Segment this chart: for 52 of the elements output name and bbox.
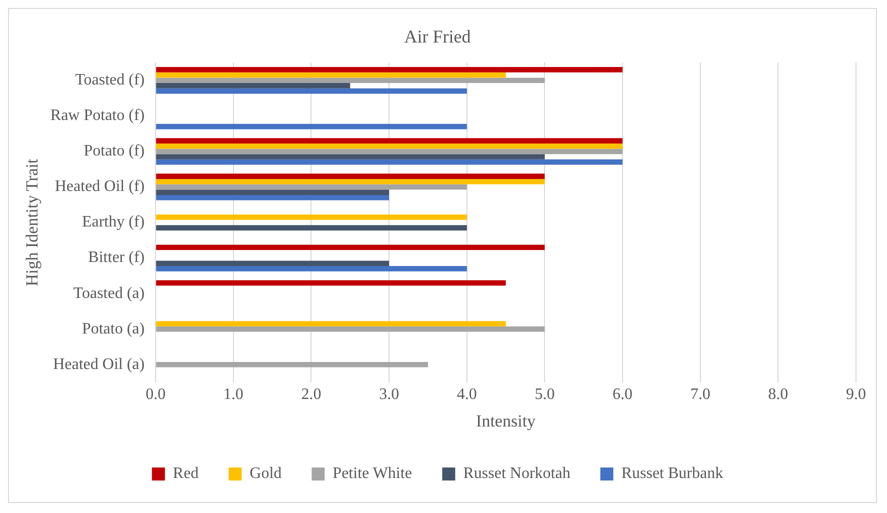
bar [156, 190, 390, 195]
bar [156, 174, 545, 179]
bar [156, 194, 390, 200]
bar [156, 326, 545, 332]
legend-label: Gold [250, 465, 282, 482]
y-tick-label: Raw Potato (f) [50, 107, 145, 124]
y-tick-label: Heated Oil (f) [54, 178, 145, 196]
bar [156, 244, 545, 250]
bar [156, 184, 467, 190]
x-tick-label: 4.0 [456, 386, 477, 404]
bar [156, 67, 623, 72]
x-tick-label: 1.0 [223, 386, 244, 404]
bar [156, 362, 428, 368]
y-axis-title: High Identity Trait [22, 158, 42, 286]
bar [156, 83, 350, 88]
bar [156, 124, 467, 130]
y-tick-label: Bitter (f) [88, 249, 145, 266]
x-tick-label: 6.0 [612, 386, 633, 404]
legend-label: Petite White [332, 465, 412, 482]
y-tick-label: Potato (a) [82, 320, 145, 338]
bar [156, 225, 467, 230]
y-tick-label: Heated Oil (a) [53, 356, 145, 373]
bar [156, 78, 545, 84]
legend-label: Russet Norkotah [463, 465, 570, 482]
bar [156, 148, 623, 154]
bar [156, 138, 623, 144]
bar [156, 178, 545, 184]
x-tick-label: 3.0 [379, 386, 400, 404]
bar [156, 143, 623, 149]
bar [156, 154, 545, 160]
bar [156, 88, 467, 94]
bar [156, 266, 467, 272]
y-tick-label: Earthy (f) [82, 214, 145, 231]
x-tick-label: 9.0 [846, 386, 866, 404]
x-axis-title: Intensity [476, 411, 536, 430]
bar [156, 72, 506, 78]
bar [156, 159, 623, 165]
x-tick-label: 0.0 [146, 386, 166, 404]
x-tick-label: 5.0 [534, 386, 555, 404]
bar [156, 260, 390, 266]
y-tick-label: Toasted (f) [75, 72, 145, 89]
x-tick-label: 7.0 [690, 386, 710, 404]
y-tick-label: Potato (f) [84, 142, 145, 160]
bar [156, 214, 467, 220]
x-tick-label: 8.0 [768, 386, 788, 404]
chart-title: Air Fried [404, 26, 471, 47]
x-tick-label: 2.0 [301, 386, 322, 404]
bar [156, 280, 506, 286]
legend-label: Red [172, 465, 199, 482]
legend-label: Russet Burbank [621, 465, 724, 482]
bar [156, 321, 506, 326]
y-tick-label: Toasted (a) [73, 284, 145, 302]
